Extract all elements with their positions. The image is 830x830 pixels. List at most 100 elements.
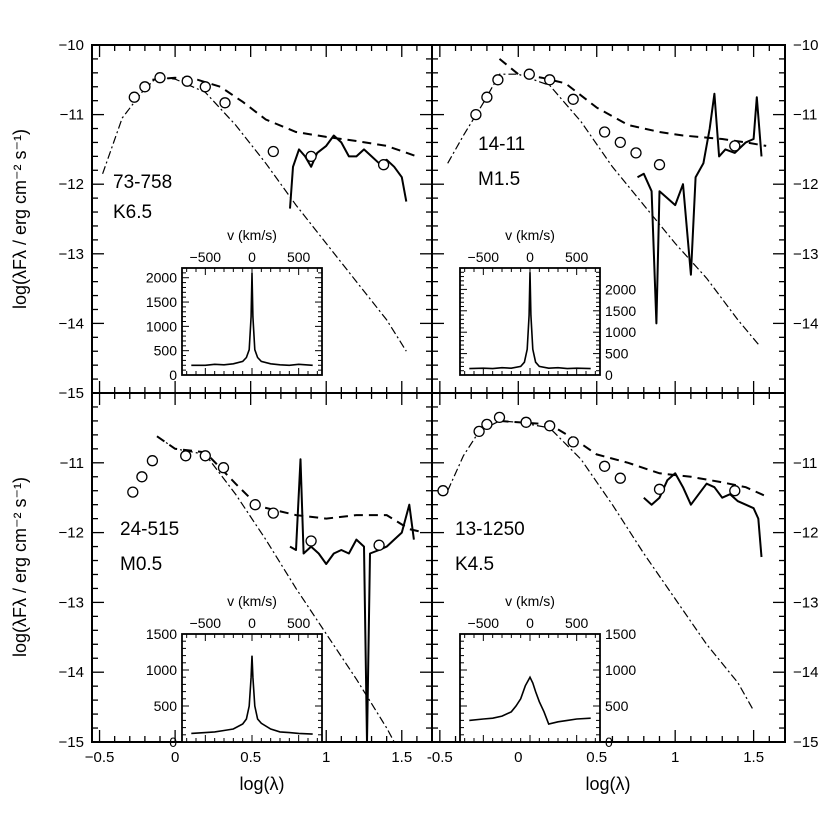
y-tick-label-lower-left: −12: [59, 525, 84, 542]
photosphere-line: [102, 76, 407, 352]
model-sed-line: [152, 76, 418, 158]
inset-y-tick-label: 2000: [605, 281, 636, 297]
panel-spectral-type-label: M1.5: [478, 169, 520, 190]
photometry-point-1: [481, 91, 493, 103]
panel-spectral-type-label: K6.5: [113, 202, 152, 223]
x-tick-label-left: 1.5: [391, 749, 412, 766]
inset-y-tick-label: 0: [605, 367, 613, 383]
inset-y-tick-label: 0: [169, 734, 177, 750]
panel-73-758: 73-758 K6.5 −500 0 500 v (km/s) 0 500 1000 1500 20…: [91, 44, 433, 394]
panel-plot-area: [102, 72, 418, 352]
panel-name-label: 24-515: [120, 519, 179, 540]
x-tick-label-right: 1: [671, 749, 679, 766]
panel-name-label: 13-1250: [455, 519, 525, 540]
y-tick-label-upper-left: −10: [59, 37, 84, 54]
inset-y-tick-label: 1500: [146, 294, 177, 310]
y-tick-label-upper-right: −12: [793, 176, 818, 193]
photometry-point-3: [180, 450, 192, 462]
photometry-point-1: [473, 425, 485, 438]
photometry-point-4: [520, 416, 532, 428]
y-tick-label-upper-left: −11: [60, 107, 84, 124]
model-sed-line: [156, 435, 425, 534]
photosphere-line: [447, 73, 759, 345]
photometry-point-9: [653, 159, 666, 171]
photometry-point-10: [729, 485, 741, 497]
inset-x-tick-label: −500: [190, 615, 222, 631]
x-tick-label-left: 1: [322, 749, 330, 766]
photometry-point-5: [567, 93, 579, 105]
panel-frame: [431, 392, 786, 743]
inset-frame: [459, 633, 601, 743]
panel-spectral-type-label: K4.5: [455, 554, 494, 575]
inset-x-tick-label: 500: [565, 615, 589, 631]
photometry-point-10: [729, 140, 741, 152]
inset-y-tick-label: 1500: [605, 626, 636, 642]
inset-x-tick-label: 500: [287, 249, 311, 265]
photometry-point-9: [373, 539, 385, 551]
photometry-point-4: [199, 450, 211, 462]
y-tick-label-lower-right: −15: [793, 734, 818, 751]
panel-24-515: 24-515 M0.5 −500 0 500 v (km/s) 0 500 1000 1500: [91, 392, 433, 750]
inset-ticks: [182, 634, 322, 742]
inset-y-tick-label: 2000: [146, 270, 177, 286]
y-tick-label-upper-left: −14: [59, 315, 84, 332]
inset-y-tick-label: 0: [605, 734, 613, 750]
spectrum-line: [289, 458, 415, 742]
photometry-point-7: [598, 460, 611, 472]
y-tick-label-lower-left: −13: [59, 594, 84, 611]
inset-y-tick-label: 0: [169, 367, 177, 383]
panel-spectral-type-label: M0.5: [120, 554, 162, 575]
photometry-point-3: [181, 75, 193, 87]
panel-ticks: [92, 45, 432, 393]
photometry-point-4: [199, 81, 211, 93]
inset-x-tick-label: −500: [468, 249, 500, 265]
y-tick-label-lower-left: −14: [59, 664, 84, 681]
inset-x-tick-label: 0: [526, 249, 534, 265]
inset-x-axis-title: v (km/s): [227, 593, 277, 609]
photometry-point-9: [653, 483, 666, 495]
photometry-point-6: [267, 145, 279, 158]
inset-13-1250: −500 0 500 v (km/s) 0 500 1000 1500: [459, 593, 636, 750]
inset-14-11: −500 0 500 v (km/s) 0 500 1000 1500 2000: [459, 227, 636, 383]
line-profile: [191, 655, 313, 735]
inset-y-tick-label: 500: [154, 698, 178, 714]
y-tick-label-upper-left: −13: [59, 246, 84, 263]
photometry-point-4: [544, 74, 556, 86]
inset-y-tick-label: 1000: [605, 324, 636, 340]
photometry-point-8: [377, 159, 390, 171]
photometry-point-2: [154, 72, 166, 84]
y-tick-label-lower-right: −11: [793, 455, 817, 472]
spectrum-line: [289, 134, 408, 209]
inset-x-tick-label: 0: [526, 615, 534, 631]
inset-y-tick-label: 500: [605, 698, 629, 714]
inset-y-tick-label: 500: [154, 343, 178, 359]
panel-plot-area: [437, 411, 770, 711]
line-profile: [469, 675, 591, 725]
panel-name-label: 14-11: [478, 134, 525, 155]
inset-x-axis-title: v (km/s): [505, 227, 555, 243]
photometry-point-0: [437, 485, 449, 497]
panel-13-1250: 13-1250 K4.5 −500 0 500 v (km/s) 0 500 1000 1500: [431, 392, 786, 750]
spectrum-line: [643, 472, 763, 558]
y-tick-label-upper-right: −11: [793, 107, 817, 124]
photometry-point-6: [567, 436, 579, 448]
inset-x-tick-label: 0: [248, 249, 256, 265]
photometry-point-7: [267, 507, 279, 519]
photometry-point-0: [128, 91, 140, 103]
model-sed-line: [498, 58, 767, 147]
photometry-point-8: [305, 535, 317, 547]
photometry-point-2: [492, 74, 504, 86]
inset-24-515: −500 0 500 v (km/s) 0 500 1000 1500: [146, 593, 323, 750]
y-tick-label-lower-left: −15: [59, 734, 84, 751]
x-tick-label-left: 0: [171, 749, 179, 766]
inset-y-tick-label: 1000: [146, 662, 177, 678]
photometry-point-6: [598, 126, 611, 138]
x-tick-label-left: −0.5: [85, 749, 115, 766]
y-tick-label-lower-right: −12: [793, 525, 818, 542]
panel-14-11: 14-11 M1.5 −500 0 500 v (km/s) 0 500 1000 1500 200…: [431, 44, 786, 394]
photometry-point-8: [614, 472, 626, 484]
photometry-point-6: [249, 499, 261, 511]
photometry-point-5: [217, 462, 230, 474]
photometry-point-0: [127, 486, 139, 498]
photometry-point-5: [544, 420, 556, 432]
